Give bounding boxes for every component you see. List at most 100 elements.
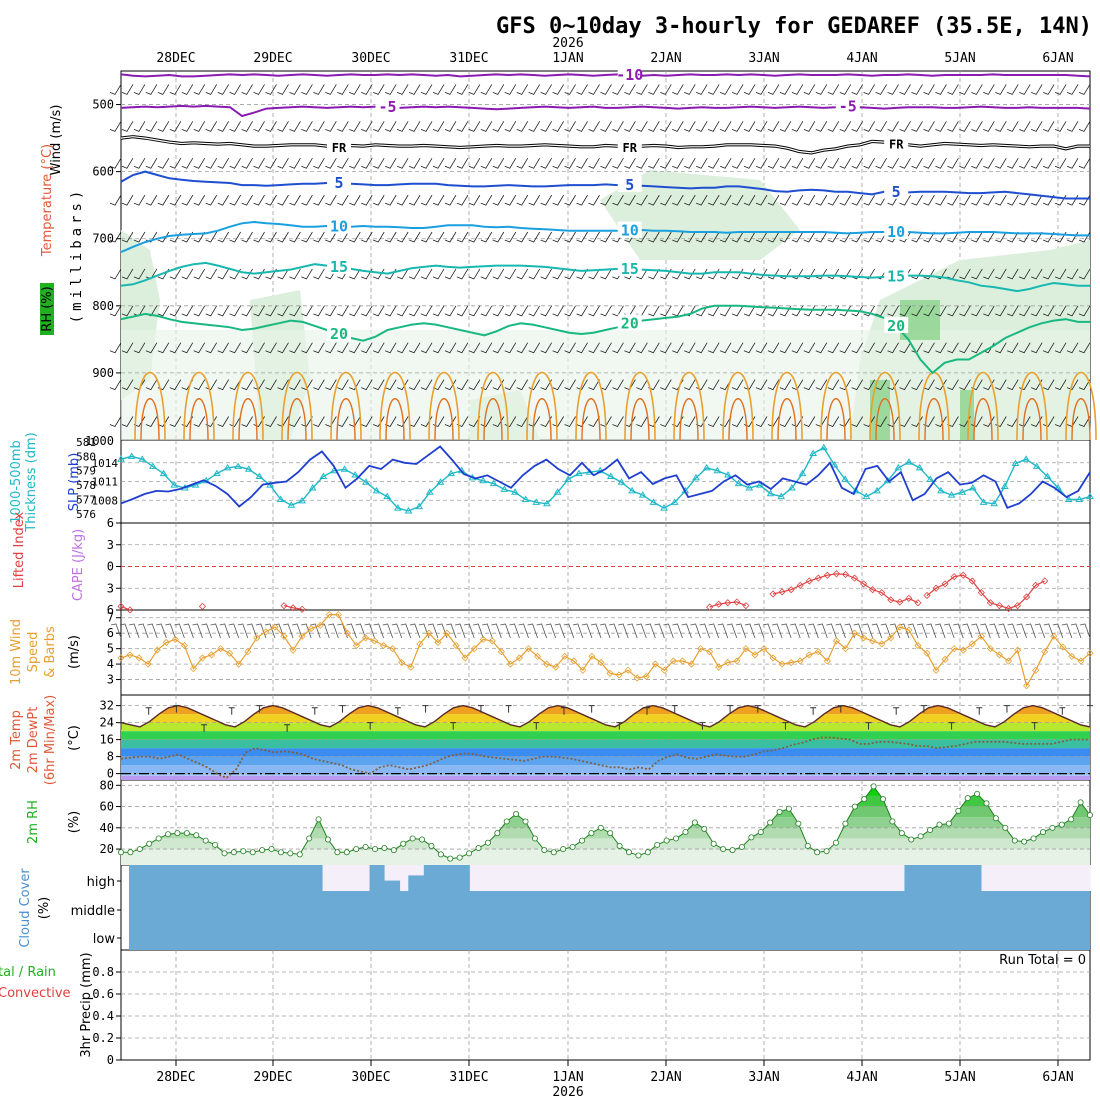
wind-barb [660,342,672,354]
wind-speed-marker [860,634,868,642]
wind-barb-10m [654,623,665,639]
wind-speed-marker [977,632,985,640]
wind-barb [337,158,349,169]
isotherm-label-bg [884,267,909,284]
cloud-gap-bar [1058,865,1068,891]
wind-barb-10m [781,623,792,639]
wind-barb-10m [500,623,511,639]
wind-barb [719,342,732,354]
y-tick-label: 6 [107,603,114,617]
thickness-marker [734,479,743,487]
wind-barb-10m [1016,623,1027,639]
cloud-gap-bar [539,865,548,891]
wind-barb [229,305,241,317]
rh-marker [644,849,651,856]
wind-barb [1042,231,1055,243]
lifted-index-marker [198,602,207,610]
wind-barb [684,121,696,132]
wind-barb-10m [898,623,910,639]
wind-barb [1054,268,1067,280]
wind-barb [193,231,206,243]
thickness-marker [255,472,264,479]
wind-barb [743,158,756,169]
wind-barb [983,194,995,206]
wind-barb [959,342,971,354]
wind-barb [420,305,433,317]
wind-barb [193,268,206,280]
wind-barb [313,268,325,280]
wind-barb [1054,121,1067,132]
thickness-marker [809,449,818,456]
y-tick-label: 0.6 [92,987,114,1001]
wind-barb [935,342,947,354]
surface-isotherm-30 [287,398,307,441]
thickness-marker [138,455,147,462]
wind-barb [169,342,182,354]
wind-barb [935,231,947,243]
wind-barb [516,305,529,317]
wind-barb [743,121,756,132]
wind-barb [456,194,469,206]
wind-barb [420,268,433,280]
isotherm-label: 5 [335,174,344,192]
wind-barb-10m [563,623,575,639]
wind-barb [803,231,816,243]
wind-barb [743,305,756,317]
wind-barb [384,379,397,391]
wind-barb [1019,305,1031,317]
wind-barb [755,231,768,243]
wind-barb [959,84,971,95]
wind-speed-marker [226,649,234,657]
wind-barb-10m [219,623,231,639]
wind-barb [923,84,935,95]
wind-barb [959,121,971,132]
wind-speed-marker [334,611,342,619]
wind-barb-10m [826,623,837,639]
cloud-gap-bar [1074,865,1083,891]
max-temp-marker [256,705,263,713]
wind-barb [851,194,864,206]
wind-speed-marker [1050,632,1058,640]
wind-barb [1007,121,1019,132]
thickness-marker [894,463,903,471]
cloud-gap-bar [1043,865,1052,891]
wind-barb [325,84,337,95]
rh-marker [870,783,877,790]
wind-barb [504,84,517,95]
surface-isotherm-25 [673,372,705,441]
wind-barb [313,305,325,317]
wind-barb [887,342,899,354]
wind-barb [337,231,349,243]
wind-barb [983,158,995,169]
wind-barb [420,121,433,132]
wind-barb [516,121,529,132]
wind-barb [564,342,576,354]
wind-barb [696,342,708,354]
wind-speed-marker [760,645,768,653]
temp-2m-line [120,704,1091,728]
wind-barb [911,194,923,206]
wind-barb [863,158,876,169]
rh-marker [776,808,783,815]
surface-isotherm-30 [336,398,356,441]
top-date-axis: 28DEC 29DEC 30DEC 31DEC 1JAN 2JAN 3JAN 4JAN 5JAN… [156,51,1073,66]
rh-marker [626,849,633,856]
surface-isotherm-25 [869,372,901,441]
thickness-marker [787,483,796,491]
wind-barb-10m [1007,623,1018,639]
wind-barb [636,194,648,206]
thickness-marker [777,492,786,500]
wind-barb [121,84,134,95]
wind-barb-10m [473,623,484,639]
wind-barb [337,342,349,354]
wind-barb [504,379,517,391]
wind-speed-marker [434,638,442,647]
thickness-marker [564,475,573,482]
wind-speed-marker [814,648,822,656]
cloud-gap-bar [601,865,610,891]
wind-barb [313,84,325,95]
wind-barb [193,194,206,206]
cloud-gap-bar [841,865,851,891]
wind-barb-10m [138,623,149,639]
